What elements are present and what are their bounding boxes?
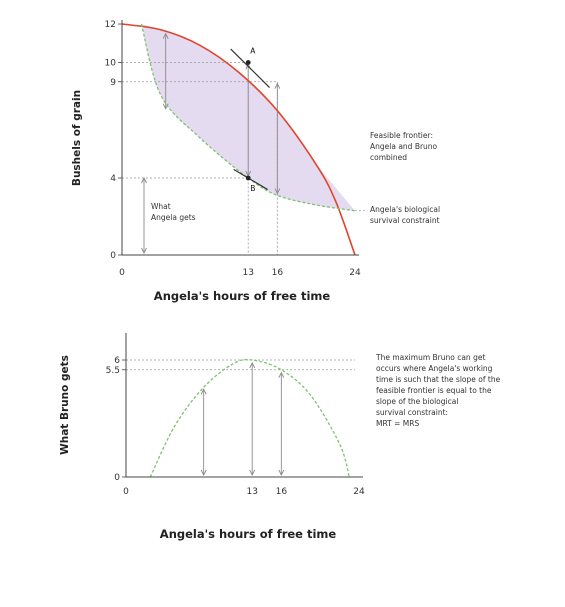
arrow-bruno-at-13-head-top: [249, 361, 256, 369]
bruno-gets-curve: [149, 358, 350, 478]
top-y-tick-label: 10: [105, 59, 117, 69]
bruno-note-line-5: slope of the biological: [376, 397, 458, 406]
bruno-annotation: The maximum Bruno can get occurs where A…: [375, 353, 501, 428]
bottom-tick-labels: 0 5.56 0 13 16 24: [106, 356, 365, 497]
arrow-bruno-at-13-head-bottom: [249, 469, 256, 477]
bruno-note-line-2: occurs where Angela's working: [376, 364, 493, 373]
arrow-feasible-gap-left-head-top: [162, 32, 169, 39]
arrow-bruno-at-16-head-top: [278, 371, 285, 378]
bottom-x-tick-label: 16: [276, 487, 288, 497]
top-y-tick-label: 9: [110, 78, 116, 88]
top-axes: [121, 20, 359, 256]
bottom-x-axis-label: Angela's hours of free time: [160, 527, 337, 541]
bottom-y-tick-label: 5.5: [106, 366, 120, 376]
bruno-note-line-6: survival constraint:: [376, 408, 448, 417]
tangent-at-a: [230, 48, 270, 88]
bruno-note-line-1: The maximum Bruno can get: [375, 353, 485, 362]
top-x-axis-label: Angela's hours of free time: [154, 289, 331, 303]
angela-note-line-2: Angela gets: [151, 213, 196, 222]
survival-note-line-1: Angela's biological: [370, 205, 440, 214]
survival-note-line-2: survival constraint: [370, 216, 440, 225]
point-b: [245, 175, 251, 181]
arrow-bruno-at-8-head-bottom: [200, 469, 207, 477]
bruno-note-line-7: MRT = MRS: [376, 419, 419, 428]
bottom-x-tick-label: 13: [246, 487, 257, 497]
top-tick-labels: 0 4 9 10 12 0 13 16 24: [105, 20, 361, 278]
frontier-note-line-3: combined: [370, 153, 407, 162]
arrow-bruno-at-16-head-bottom: [278, 469, 285, 477]
point-label-b: B: [250, 184, 255, 193]
arrow-what-angela-gets-head-bottom: [141, 247, 147, 255]
top-y-tick-label: 0: [110, 251, 116, 261]
arrow-bruno-at-8-head-top: [200, 388, 207, 395]
feasible-frontier-curve: [121, 23, 356, 256]
bruno-note-line-4: feasible frontier is equal to the: [376, 386, 492, 395]
bottom-x-tick-label: 0: [123, 487, 129, 497]
bottom-chart: 0 5.56 0 13 16 24 Angela's hours of free time…: [59, 333, 501, 541]
arrow-at-16-head-bottom: [274, 188, 281, 195]
top-arrows: [141, 32, 281, 255]
bruno-note-line-3: time is such that the slope of the: [376, 375, 501, 384]
bottom-y-tick-label: 0: [114, 473, 120, 483]
bottom-x-tick-label: 24: [353, 487, 365, 497]
top-y-axis-label: Bushels of grain: [71, 90, 83, 186]
tangent-at-b: [233, 168, 268, 191]
top-tangent-lines: [230, 48, 270, 191]
arrow-what-angela-gets-head-top: [141, 176, 147, 184]
frontier-annotation: Feasible frontier: Angela and Bruno comb…: [370, 131, 438, 162]
frontier-note-line-2: Angela and Bruno: [370, 142, 438, 151]
top-y-tick-label: 12: [105, 20, 116, 30]
top-x-tick-label: 0: [119, 268, 125, 278]
angela-annotation: What Angela gets: [151, 202, 196, 222]
point-a: [245, 60, 251, 65]
top-x-tick-label: 13: [242, 268, 253, 278]
top-x-tick-label: 24: [349, 268, 361, 278]
bottom-y-tick-label: 6: [114, 356, 120, 366]
survival-annotation: Angela's biological survival constraint: [370, 205, 440, 225]
top-points: AB: [245, 47, 256, 193]
top-x-tick-label: 16: [272, 268, 284, 278]
point-label-a: A: [250, 47, 256, 56]
frontier-note-line-1: Feasible frontier:: [370, 131, 433, 140]
bottom-guide-lines: [126, 359, 355, 371]
top-y-tick-label: 4: [110, 174, 116, 184]
angela-note-line-1: What: [151, 202, 171, 211]
bottom-axes: [125, 333, 363, 478]
arrow-at-16-head-top: [274, 82, 281, 89]
bottom-y-axis-label: What Bruno gets: [59, 355, 71, 455]
bottom-arrows: [200, 361, 285, 477]
